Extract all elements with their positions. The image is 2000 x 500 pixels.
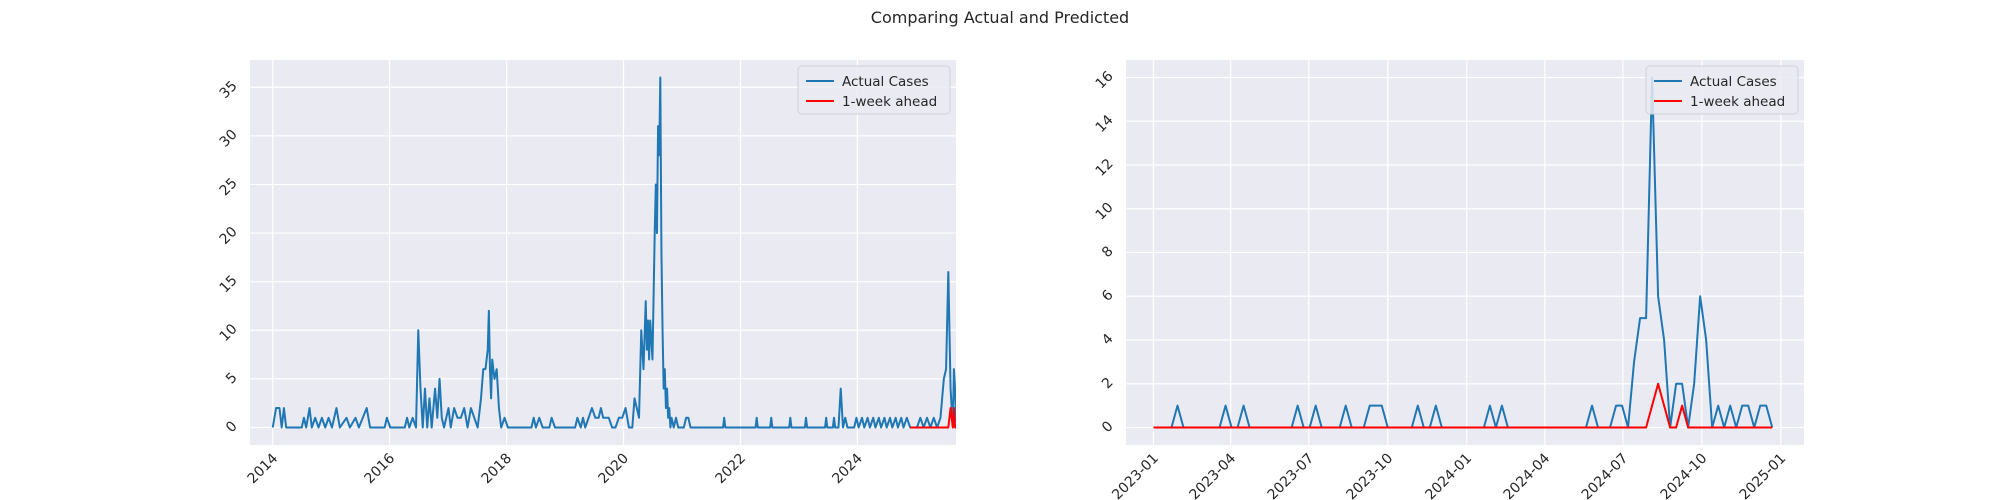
y-tick-label: 14 [1093, 112, 1117, 136]
x-tick-label: 2016 [362, 450, 399, 487]
y-tick-label: 30 [217, 127, 241, 151]
x-tick-label: 2014 [245, 450, 282, 487]
y-tick-label: 20 [217, 224, 241, 248]
y-tick-label: 10 [1093, 200, 1117, 224]
x-tick-label: 2023-10 [1344, 451, 1397, 500]
series-line-predicted [1153, 382, 1773, 429]
series-line-actual [271, 76, 956, 429]
legend-label: Actual Cases [842, 74, 929, 90]
x-tick-label: 2022 [712, 451, 749, 488]
series-line-actual [1153, 76, 1774, 429]
figure-title: Comparing Actual and Predicted [870, 8, 1130, 27]
y-tick-label: 4 [1099, 331, 1117, 349]
chart-panel-2: 0 2 4 6 8 10 12 14 16 2023-01 2023-04 2023-07 2023-1… [1093, 60, 1804, 500]
x-tick-label: 2020 [595, 451, 632, 488]
x-tick-label: 2024-01 [1423, 451, 1476, 500]
y-tick-label: 10 [217, 321, 241, 345]
y-tick-label: 25 [217, 175, 241, 199]
y-tick-label: 15 [217, 272, 241, 296]
series-line-predicted [910, 407, 956, 429]
x-tick-label: 2024-07 [1579, 451, 1632, 500]
chart-panel-1: 0 5 10 15 20 25 30 35 2014 2016 2018 2020 2022 2024 Ac… [217, 60, 956, 488]
legend-label: 1-week ahead [1690, 94, 1785, 110]
x-tick-label: 2023-04 [1187, 450, 1240, 500]
y-tick-label: 0 [223, 418, 241, 436]
legend-box [797, 65, 951, 115]
x-tick-label: 2024 [829, 450, 866, 487]
x-tick-label: 2023-07 [1265, 451, 1318, 500]
legend-label: 1-week ahead [842, 94, 937, 110]
y-tick-label: 35 [217, 78, 241, 102]
y-tick-label: 2 [1099, 375, 1117, 393]
y-tick-label: 12 [1093, 156, 1117, 180]
legend-box [1645, 65, 1799, 115]
x-tick-label: 2024-10 [1658, 451, 1711, 500]
legend-label: Actual Cases [1690, 74, 1777, 90]
x-tick-label: 2018 [479, 451, 516, 488]
x-tick-label: 2024-04 [1501, 450, 1554, 500]
x-tick-label: 2025-01 [1737, 451, 1790, 500]
y-tick-label: 16 [1093, 68, 1117, 92]
plot-area [250, 60, 956, 445]
x-tick-label: 2023-01 [1109, 451, 1162, 500]
y-tick-label: 6 [1099, 287, 1117, 305]
y-tick-label: 5 [223, 370, 241, 388]
y-tick-label: 0 [1099, 418, 1117, 436]
y-tick-label: 8 [1099, 243, 1117, 261]
